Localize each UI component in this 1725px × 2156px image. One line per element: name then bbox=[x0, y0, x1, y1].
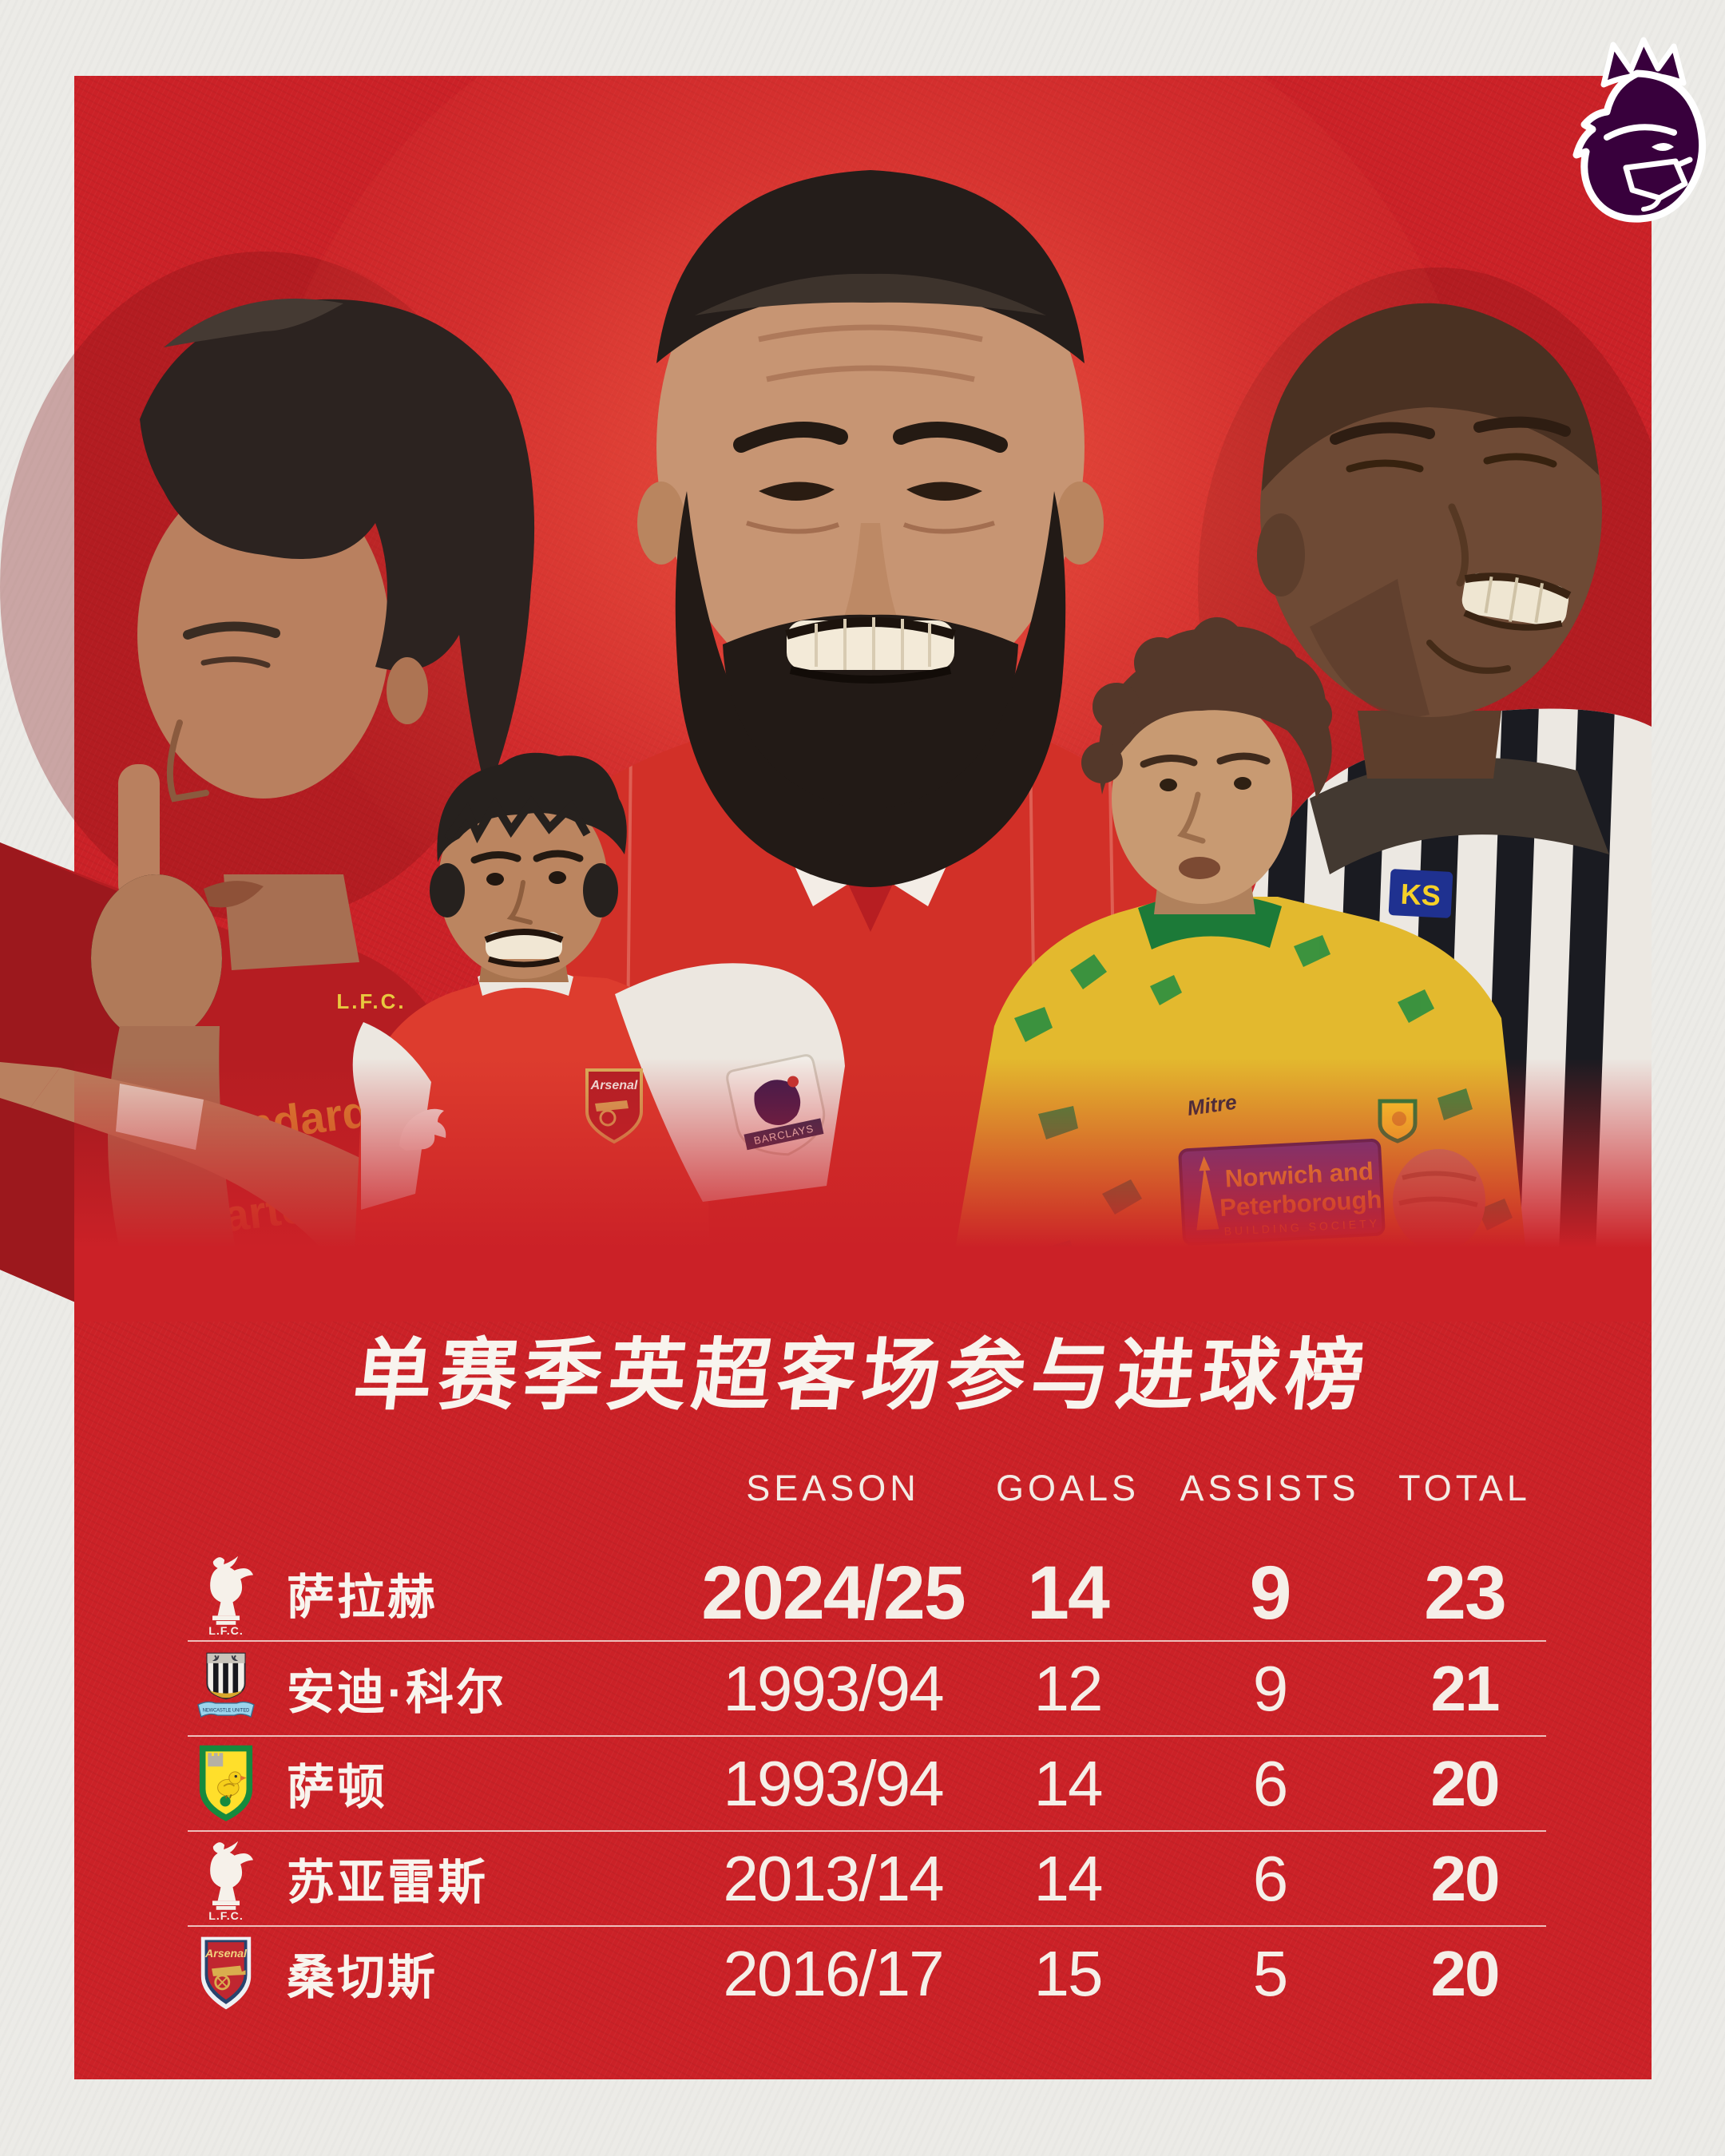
table-row-suarez: L.F.C. 苏亚雷斯 2013/14 14 6 20 bbox=[188, 1832, 1546, 1927]
goals-value: 14 bbox=[1033, 1747, 1104, 1819]
crest-cell: NEWCASTLE UNITED bbox=[188, 1647, 264, 1730]
crest-cell: Arsenal bbox=[188, 1932, 264, 2015]
table-row-cole: NEWCASTLE UNITED 安迪·科尔 1993/94 12 9 21 bbox=[188, 1642, 1546, 1737]
season-value: 2024/25 bbox=[701, 1551, 966, 1635]
assists-value: 5 bbox=[1252, 1937, 1289, 2009]
goals-value: 14 bbox=[1033, 1842, 1104, 1914]
newcastle-crest-icon: NEWCASTLE UNITED bbox=[197, 1652, 255, 1718]
player-name: 萨拉赫 bbox=[287, 1571, 438, 1624]
column-header-goals: GOALS bbox=[995, 1468, 1140, 1508]
table-row-sanchez: Arsenal 桑切斯 2016/17 15 5 20 bbox=[188, 1927, 1546, 2020]
liverpool-crest-icon: L.F.C. bbox=[208, 1841, 254, 1920]
arsenal-crest-text: Arsenal bbox=[204, 1948, 248, 1960]
total-value: 20 bbox=[1430, 1747, 1501, 1819]
player-name: 苏亚雷斯 bbox=[287, 1856, 488, 1909]
column-header-total: TOTAL bbox=[1398, 1468, 1531, 1508]
table-row-salah: L.F.C. 萨拉赫 2024/25 14 9 23 bbox=[188, 1547, 1546, 1642]
norwich-crest-icon bbox=[199, 1745, 253, 1821]
player-name: 桑切斯 bbox=[287, 1951, 438, 2004]
season-value: 1993/94 bbox=[723, 1652, 944, 1724]
season-value: 1993/94 bbox=[723, 1747, 944, 1819]
total-value: 20 bbox=[1430, 1842, 1501, 1914]
page-title: 单赛季英超客场参与进球榜 bbox=[349, 1331, 1375, 1419]
goals-value: 15 bbox=[1033, 1937, 1104, 2009]
player-photo-collage: L.F.C. Standard hartered bbox=[0, 76, 1652, 1322]
total-value: 21 bbox=[1430, 1652, 1501, 1724]
season-value: 2013/14 bbox=[723, 1842, 944, 1914]
table-body: L.F.C. 萨拉赫 2024/25 14 9 23 bbox=[188, 1547, 1546, 2020]
goals-value: 12 bbox=[1033, 1652, 1104, 1724]
premier-league-lion-icon bbox=[1572, 37, 1707, 223]
crest-cell: L.F.C. bbox=[188, 1837, 264, 1920]
column-header-assists: ASSISTS bbox=[1180, 1468, 1360, 1508]
cole-patch-text: KS bbox=[1400, 878, 1441, 913]
assists-value: 6 bbox=[1252, 1747, 1289, 1819]
arsenal-crest-icon: Arsenal bbox=[200, 1936, 252, 2009]
header-spacer-player bbox=[264, 1468, 687, 1509]
header-spacer-crest bbox=[188, 1468, 264, 1509]
premier-league-logo bbox=[1557, 32, 1717, 240]
assists-value: 9 bbox=[1252, 1652, 1289, 1724]
total-value: 20 bbox=[1430, 1937, 1501, 2009]
norwich-castle bbox=[208, 1752, 224, 1766]
poster-red-panel: L.F.C. Standard hartered bbox=[0, 37, 1707, 2079]
suarez-crest-text: L.F.C. bbox=[336, 989, 406, 1013]
table-header: SEASON GOALS ASSISTS TOTAL bbox=[188, 1468, 1546, 1509]
liverpool-crest-text: L.F.C. bbox=[208, 1910, 243, 1920]
season-value: 2016/17 bbox=[723, 1937, 944, 2009]
table-row-sutton: 萨顿 1993/94 14 6 20 bbox=[188, 1737, 1546, 1832]
player-name: 萨顿 bbox=[287, 1761, 387, 1814]
crest-cell bbox=[188, 1742, 264, 1825]
liverpool-crest-icon: L.F.C. bbox=[208, 1556, 254, 1635]
assists-value: 6 bbox=[1252, 1842, 1289, 1914]
newcastle-crest-text: NEWCASTLE UNITED bbox=[203, 1707, 250, 1713]
liverpool-crest-text: L.F.C. bbox=[208, 1625, 243, 1635]
norwich-canary bbox=[217, 1770, 247, 1806]
total-value: 23 bbox=[1424, 1551, 1507, 1635]
column-header-season: SEASON bbox=[746, 1468, 920, 1508]
goals-value: 14 bbox=[1027, 1551, 1110, 1635]
player-name: 安迪·科尔 bbox=[287, 1666, 506, 1719]
collage-bottom-fade bbox=[74, 1058, 1652, 1322]
crest-cell: L.F.C. bbox=[188, 1552, 264, 1635]
assists-value: 9 bbox=[1249, 1551, 1292, 1635]
